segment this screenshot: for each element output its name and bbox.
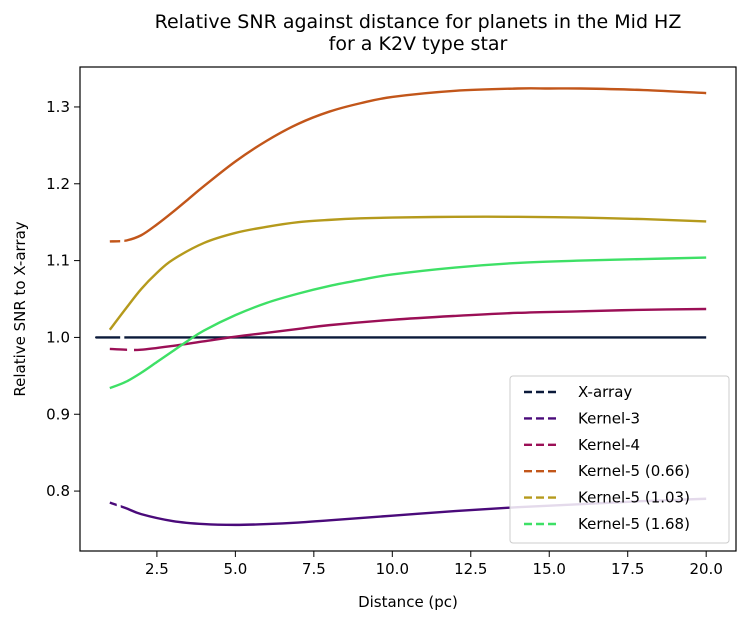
legend-label: Kernel-4 — [578, 436, 640, 454]
chart-title-line-2: for a K2V type star — [329, 33, 508, 55]
legend-item: Kernel-5 (0.66) — [524, 462, 690, 480]
series-3 — [109, 307, 707, 352]
series-5 — [108, 215, 707, 331]
legend-label: X-array — [578, 383, 632, 401]
legend-label: Kernel-5 (1.68) — [578, 515, 690, 533]
legend-box — [509, 375, 730, 544]
series-line-5 — [108, 215, 707, 331]
legend-item: Kernel-5 (1.68) — [524, 515, 690, 533]
legend-item: X-array — [524, 383, 632, 401]
legend: X-array Kernel-3 Kernel-4 Kernel-5 (0.66) Ke… — [509, 375, 730, 544]
y-axis-label: Relative SNR to X-array — [11, 221, 29, 396]
y-ticks: 0.8 0.9 1.0 1.1 1.2 1.3 — [46, 98, 80, 500]
y-tick-label: 1.0 — [46, 328, 70, 346]
y-tick-label: 1.3 — [46, 98, 70, 116]
series-line-6 — [109, 256, 707, 390]
x-ticks: 2.5 5.0 7.5 10.0 12.5 15.0 17.5 20.0 — [145, 551, 723, 578]
x-tick-label: 2.5 — [145, 560, 169, 578]
x-tick-label: 12.5 — [454, 560, 487, 578]
x-tick-label: 7.5 — [302, 560, 326, 578]
series-line-3 — [109, 307, 707, 352]
x-tick-label: 15.0 — [533, 560, 566, 578]
chart-title-line-1: Relative SNR against distance for planet… — [155, 11, 682, 33]
legend-label: Kernel-3 — [578, 409, 640, 427]
x-tick-label: 20.0 — [689, 560, 722, 578]
legend-label: Kernel-5 (1.03) — [578, 489, 690, 507]
legend-label: Kernel-5 (0.66) — [578, 462, 690, 480]
y-tick-label: 0.9 — [46, 405, 70, 423]
legend-item: Kernel-3 — [524, 409, 640, 427]
x-tick-label: 10.0 — [376, 560, 409, 578]
x-tick-label: 5.0 — [223, 560, 247, 578]
series-line-4 — [109, 87, 707, 243]
y-tick-label: 1.2 — [46, 175, 70, 193]
x-tick-label: 17.5 — [611, 560, 644, 578]
legend-item: Kernel-5 (1.03) — [524, 489, 690, 507]
series-4 — [109, 87, 707, 243]
x-axis-label: Distance (pc) — [358, 593, 458, 611]
legend-item: Kernel-4 — [524, 436, 640, 454]
series-6 — [109, 256, 707, 390]
y-tick-label: 1.1 — [46, 252, 70, 270]
plot-frame — [79, 66, 737, 552]
y-tick-label: 0.8 — [46, 482, 70, 500]
